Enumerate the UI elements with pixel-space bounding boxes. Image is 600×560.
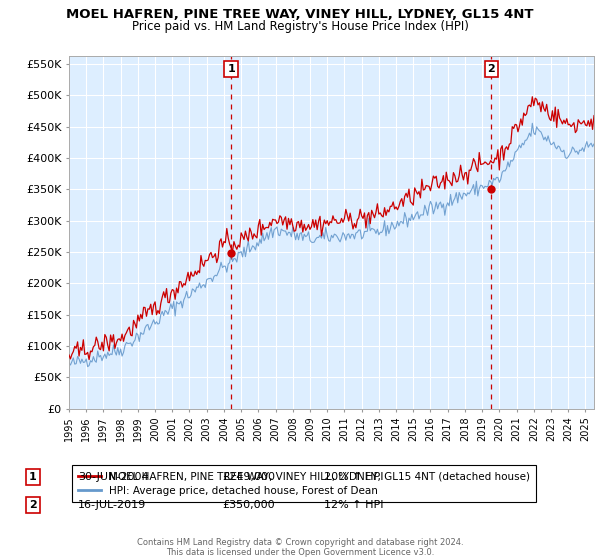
Text: Contains HM Land Registry data © Crown copyright and database right 2024.
This d: Contains HM Land Registry data © Crown c…: [137, 538, 463, 557]
Text: £249,000: £249,000: [222, 472, 275, 482]
Legend: MOEL HAFREN, PINE TREE WAY, VINEY HILL, LYDNEY, GL15 4NT (detached house), HPI: : MOEL HAFREN, PINE TREE WAY, VINEY HILL, …: [71, 465, 536, 502]
Text: 2: 2: [488, 64, 495, 74]
Text: MOEL HAFREN, PINE TREE WAY, VINEY HILL, LYDNEY, GL15 4NT: MOEL HAFREN, PINE TREE WAY, VINEY HILL, …: [66, 8, 534, 21]
Text: Price paid vs. HM Land Registry's House Price Index (HPI): Price paid vs. HM Land Registry's House …: [131, 20, 469, 32]
Text: 30-JUN-2004: 30-JUN-2004: [78, 472, 149, 482]
Text: 2: 2: [29, 500, 37, 510]
Text: 1: 1: [227, 64, 235, 74]
Text: 16-JUL-2019: 16-JUL-2019: [78, 500, 146, 510]
Text: £350,000: £350,000: [222, 500, 275, 510]
Text: 20% ↑ HPI: 20% ↑ HPI: [324, 472, 383, 482]
Text: 1: 1: [29, 472, 37, 482]
Text: 12% ↑ HPI: 12% ↑ HPI: [324, 500, 383, 510]
